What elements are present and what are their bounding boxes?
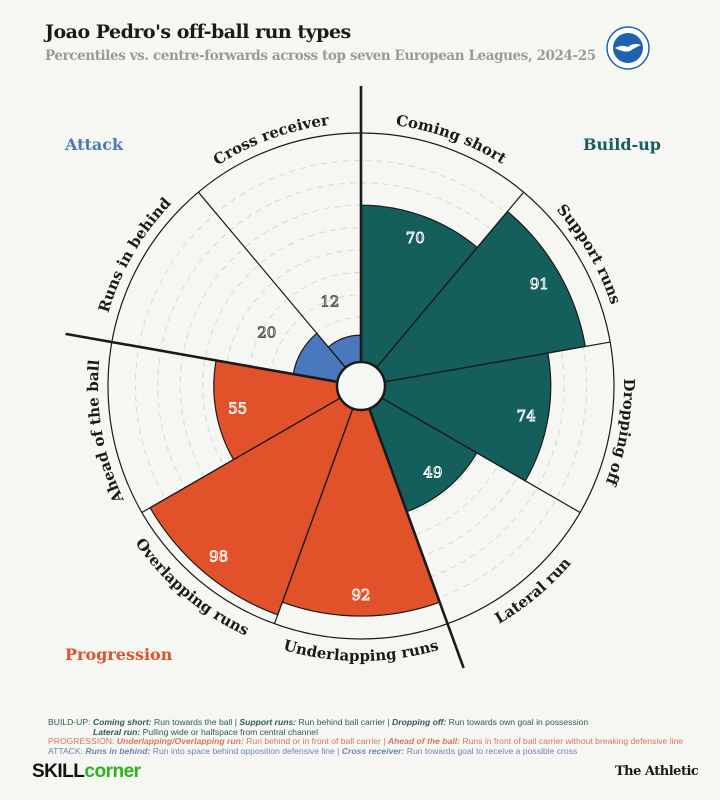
fn-term: Dropping off: [392, 717, 447, 727]
fn-desc: Pulling wide or halfspace from central c… [140, 726, 318, 737]
value-label: 91 [530, 275, 549, 293]
fn-term: Underlapping/Overlapping run: [116, 736, 244, 747]
value-label: 98 [209, 548, 228, 566]
segment-divider [384, 341, 611, 383]
fn-term: Support runs: [239, 717, 297, 727]
footnote-build-up: BUILD-UP: Coming short: Run towards the … [48, 717, 683, 728]
group-label-build-up: Build-up [583, 135, 661, 154]
value-label: 70 [406, 229, 425, 247]
logo-part: corner [84, 761, 141, 782]
fn-prefix: BUILD-UP: [48, 717, 93, 727]
fn-term: Cross receiver: [341, 745, 405, 756]
fn-desc: Run behind or in front of ball carrier | [243, 736, 388, 747]
chart-subtitle: Percentiles vs. centre-forwards across t… [45, 48, 596, 64]
fn-term: Runs in behind: [85, 745, 151, 756]
footnote-attack: ATTACK: Runs in behind: Run into space b… [48, 745, 683, 757]
publisher-logo: The Athletic [615, 764, 699, 779]
fn-term: Coming short: [92, 717, 152, 727]
value-label: 55 [228, 400, 247, 418]
segment-divider [197, 191, 347, 369]
skillcorner-logo: SKILLcorner [32, 761, 141, 783]
fn-prefix: PROGRESSION: [48, 736, 117, 747]
category-label: Ahead of the ball [84, 359, 128, 507]
segment-divider [273, 408, 354, 624]
footnote-build-up-2: Lateral run: Pulling wide or halfspace f… [48, 726, 683, 738]
value-labels: 70 91 74 49 92 98 55 20 12 [209, 228, 550, 604]
segment-divider [141, 397, 341, 514]
fn-term: Ahead of the ball: [387, 736, 460, 747]
segment-divider [375, 191, 525, 369]
fn-desc: Run towards own goal in possession [446, 717, 589, 727]
footnote-progression: PROGRESSION: Underlapping/Overlapping ru… [48, 736, 684, 747]
group-divider [367, 408, 465, 669]
fn-term: Lateral run: [93, 726, 141, 737]
chart-title: Joao Pedro's off-ball run types [45, 21, 351, 43]
category-label: Cross receiver [210, 111, 331, 169]
fn-desc: Run behind ball carrier | [296, 717, 393, 727]
group-divider [65, 332, 338, 384]
logo-part: SKILL [32, 761, 85, 782]
group-label-progression: Progression [65, 645, 173, 664]
value-label: 20 [257, 324, 276, 342]
category-label: Coming short [395, 111, 510, 167]
fn-desc: Run into space behind opposition defensi… [150, 745, 342, 756]
segment-divider [381, 397, 581, 514]
center-hole [335, 360, 387, 412]
footnotes: BUILD-UP: Coming short: Run towards the … [48, 717, 684, 757]
value-label: 92 [351, 586, 370, 604]
category-label: Runs in behind [95, 194, 175, 315]
category-label: Lateral run [492, 554, 575, 628]
value-label: 74 [517, 407, 536, 425]
fn-prefix: ATTACK: [48, 745, 86, 756]
brighton-crest-icon [606, 26, 650, 70]
group-label-attack: Attack [65, 135, 124, 154]
segment-dividers [65, 86, 611, 669]
fn-desc: Run towards the ball | [151, 717, 240, 727]
fn-desc: Run towards goal to receive a possible c… [404, 745, 578, 756]
category-label: Dropping off [601, 379, 638, 490]
bars [149, 204, 587, 617]
category-label: Underlapping runs [282, 636, 441, 665]
fn-desc: Runs in front of ball carrier without br… [460, 736, 684, 747]
value-label: 12 [320, 293, 339, 311]
value-label: 49 [423, 464, 442, 482]
